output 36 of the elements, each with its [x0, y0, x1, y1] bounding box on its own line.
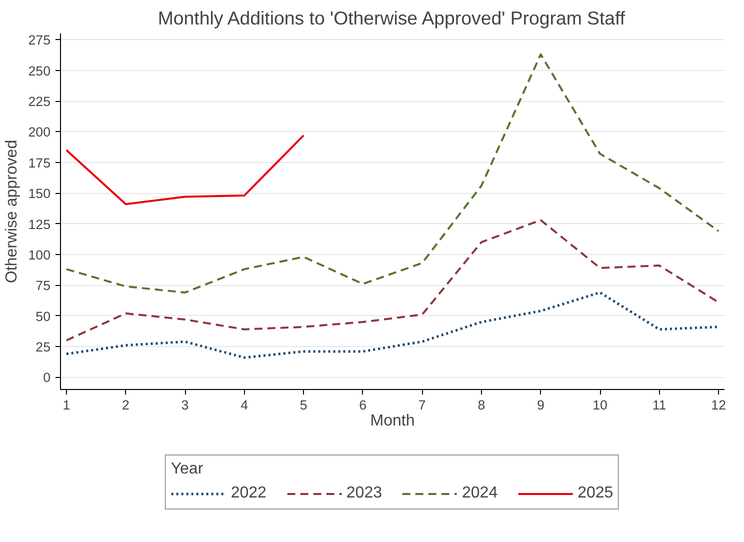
x-tick-label: 8 [478, 398, 486, 412]
legend-label: 2022 [230, 484, 266, 502]
y-tick-label: 150 [28, 186, 51, 202]
x-tick-label: 1 [62, 398, 70, 412]
line-series [65, 134, 305, 206]
y-tick-label: 75 [36, 278, 51, 294]
legend-title: Year [170, 460, 204, 478]
line-series [65, 53, 720, 294]
y-tick-label: 225 [28, 94, 51, 110]
y-tick-label: 0 [43, 370, 51, 386]
legend-label: 2025 [578, 484, 614, 502]
y-tick-label: 275 [28, 32, 51, 48]
legend-label: 2024 [462, 484, 498, 502]
x-tick-label: 11 [652, 398, 666, 412]
y-tick-label: 25 [36, 340, 51, 355]
chart-title: Monthly Additions to 'Otherwise Approved' Program Staff [158, 8, 626, 28]
x-axis-title: Month [370, 412, 415, 430]
line-series [65, 291, 720, 359]
x-tick-label: 3 [181, 398, 189, 412]
x-tick-label: 4 [240, 398, 249, 412]
x-tick-label: 7 [418, 398, 426, 412]
y-tick-label: 175 [28, 155, 51, 170]
y-tick-label: 250 [28, 63, 51, 78]
x-tick-label: 12 [711, 398, 726, 412]
legend-label: 2023 [346, 484, 382, 502]
x-tick-label: 9 [537, 398, 544, 412]
x-tick-label: 10 [592, 398, 608, 412]
y-tick-label: 50 [36, 308, 51, 324]
y-tick-label: 125 [28, 216, 51, 232]
x-tick-label: 6 [359, 398, 367, 412]
line-series [65, 219, 720, 342]
y-tick-label: 100 [28, 247, 51, 262]
x-tick-label: 2 [122, 398, 130, 412]
x-tick-label: 5 [300, 398, 308, 412]
y-axis-title: Otherwise approved [3, 140, 20, 284]
y-tick-label: 200 [28, 124, 51, 140]
